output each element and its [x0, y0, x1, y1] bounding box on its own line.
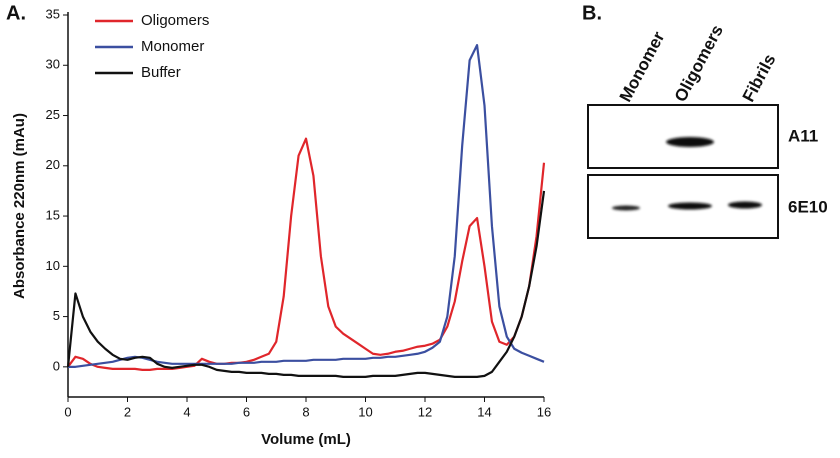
- x-tick-label: 4: [183, 404, 190, 419]
- panel-label: A.: [6, 2, 26, 24]
- y-tick-label: 30: [46, 57, 60, 72]
- series-line: [66, 190, 546, 378]
- legend-label: Monomer: [141, 38, 204, 55]
- y-tick-label: 0: [53, 358, 60, 373]
- legend-label: Buffer: [141, 64, 181, 81]
- series-line: [67, 137, 546, 371]
- y-axis-label: Absorbance 220nm (mAu): [11, 113, 28, 299]
- row-label: A11: [788, 126, 818, 145]
- band: [612, 205, 640, 211]
- panel-label: B.: [582, 2, 602, 24]
- series-line: [68, 44, 545, 368]
- y-tick-label: 20: [46, 157, 60, 172]
- x-tick-label: 10: [358, 404, 372, 419]
- x-tick-label: 2: [124, 404, 131, 419]
- lane-label: Oligomers: [671, 22, 727, 105]
- band: [668, 202, 712, 210]
- x-tick-label: 0: [64, 404, 71, 419]
- plot: 0 5 10 15 20 25 30 35 0 2 4 6 8 10 12 14 16 Oligomers Mono…: [46, 6, 552, 419]
- x-tick-label: 14: [477, 404, 491, 419]
- x-axis-label: Volume (mL): [261, 431, 351, 448]
- y-tick-label: 5: [53, 308, 60, 323]
- blot: Monomer Oligomers Fibrils A11 6E10: [587, 22, 828, 239]
- band: [666, 137, 714, 147]
- x-tick-label: 6: [243, 404, 250, 419]
- row-label: 6E10: [788, 197, 828, 216]
- y-tick-label: 35: [46, 6, 60, 21]
- x-tick-label: 8: [302, 404, 309, 419]
- blot-frame: [587, 104, 779, 169]
- band: [728, 201, 762, 209]
- y-tick-label: 10: [46, 258, 60, 273]
- y-tick-label: 15: [46, 207, 60, 222]
- legend-label: Oligomers: [141, 12, 209, 29]
- lane-label: Monomer: [616, 28, 669, 105]
- lane-label: Fibrils: [739, 51, 780, 105]
- x-tick-label: 16: [537, 404, 551, 419]
- y-tick-label: 25: [46, 107, 60, 122]
- x-tick-label: 12: [418, 404, 432, 419]
